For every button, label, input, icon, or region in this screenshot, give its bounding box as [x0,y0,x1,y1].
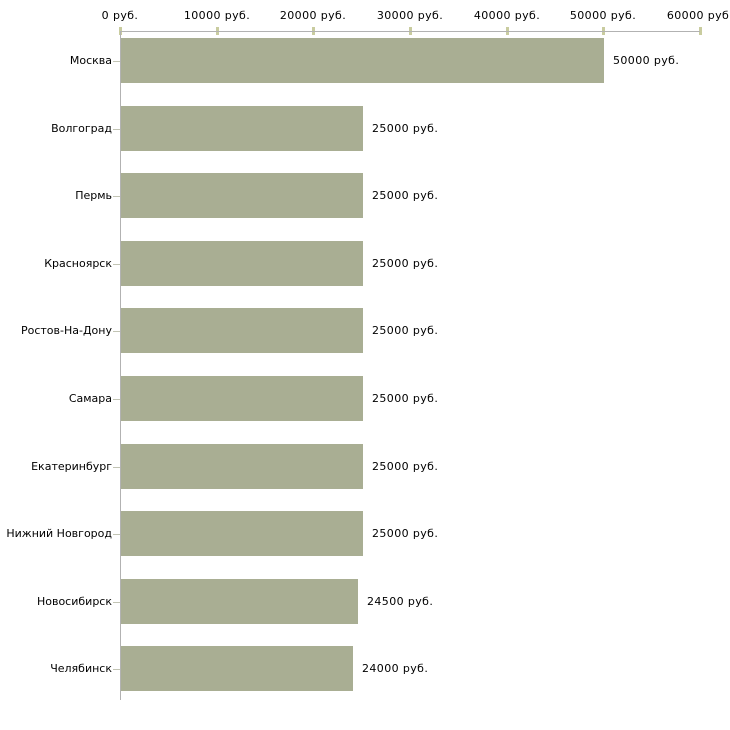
category-tick-mark [113,129,120,130]
category-label: Пермь [75,189,112,202]
y-axis-line [120,31,121,700]
bar-value-label: 50000 руб. [613,54,680,67]
x-axis-tick-label: 10000 руб. [183,9,251,22]
category-tick-mark [113,61,120,62]
bar [121,106,363,151]
bar-value-label: 25000 руб. [372,460,439,473]
category-label: Красноярск [44,257,112,270]
bar-value-label: 25000 руб. [372,189,439,202]
bar [121,376,363,421]
x-axis-tick-label: 50000 руб. [569,9,637,22]
category-label: Ростов-На-Дону [20,324,112,337]
bar [121,444,363,489]
x-axis-tick-label: 0 руб. [101,9,139,22]
category-tick-mark [113,602,120,603]
x-axis-line [120,31,700,32]
bar [121,511,363,556]
category-label: Москва [69,54,112,67]
x-axis-tick-label: 30000 руб. [376,9,444,22]
bar [121,38,604,83]
category-label: Новосибирск [36,595,112,608]
category-tick-mark [113,467,120,468]
category-tick-mark [113,196,120,197]
bar-value-label: 25000 руб. [372,257,439,270]
bar [121,579,358,624]
category-tick-mark [113,264,120,265]
category-tick-mark [113,534,120,535]
x-axis-tick-mark [699,27,702,35]
bar-value-label: 25000 руб. [372,122,439,135]
bar-value-label: 24000 руб. [362,662,429,675]
bar-value-label: 25000 руб. [372,527,439,540]
x-axis-tick-label: 20000 руб. [279,9,347,22]
category-label: Екатеринбург [31,460,112,473]
category-tick-mark [113,399,120,400]
bar [121,308,363,353]
x-axis-tick-label: 40000 руб. [473,9,541,22]
category-label: Челябинск [50,662,112,675]
category-tick-mark [113,669,120,670]
bar [121,241,363,286]
bar-value-label: 24500 руб. [367,595,434,608]
category-tick-mark [113,331,120,332]
category-label: Самара [68,392,112,405]
bar-value-label: 25000 руб. [372,392,439,405]
bar [121,173,363,218]
category-label: Нижний Новгород [6,527,112,540]
bar [121,646,353,691]
category-label: Волгоград [51,122,112,135]
bar-value-label: 25000 руб. [372,324,439,337]
x-axis-tick-label: 60000 руб. [666,9,730,22]
